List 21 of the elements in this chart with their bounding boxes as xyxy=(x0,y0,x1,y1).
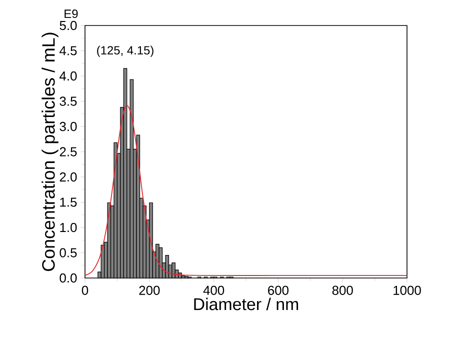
annotation: (125, 4.15) xyxy=(97,46,154,57)
x-tick-label: 1000 xyxy=(394,286,421,295)
y-tick-label: 3.5 xyxy=(60,96,77,106)
x-tick-label: 0 xyxy=(82,286,88,295)
x-axis-title: Diameter / nm xyxy=(194,298,298,310)
text: E9 xyxy=(64,10,78,18)
y-axis-title: Concentration ( particles / mL) xyxy=(42,32,58,271)
y-tick-label: 3.0 xyxy=(60,122,77,132)
x-tick-label: 800 xyxy=(332,286,353,295)
y-tick-label: 2.5 xyxy=(60,147,77,156)
y-tick-label: 0.0 xyxy=(60,273,77,283)
x-tick-label: 400 xyxy=(203,286,224,295)
x-tick-label: 200 xyxy=(139,286,160,295)
y-tick-label: 1.5 xyxy=(60,198,77,207)
y-tick-label: 4.0 xyxy=(60,71,77,81)
y-tick-label: 0.5 xyxy=(60,248,77,258)
y-tick-label: 5.0 xyxy=(60,20,77,30)
y-tick-label: 2.0 xyxy=(60,172,77,182)
y-tick-label: 1.0 xyxy=(60,222,77,232)
y-tick-label: 4.5 xyxy=(60,46,77,56)
x-tick-label: 600 xyxy=(268,286,289,295)
